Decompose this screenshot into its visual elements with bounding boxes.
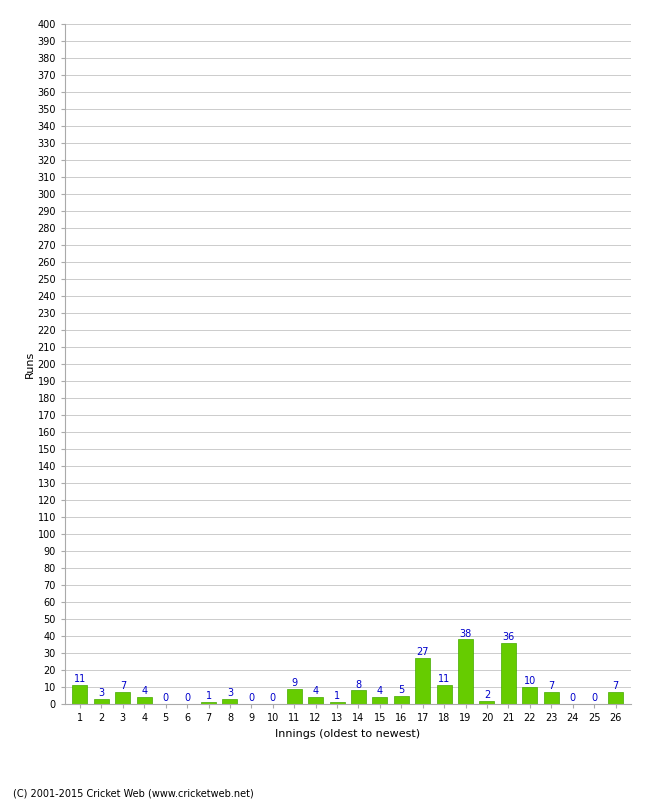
Text: 1: 1 (334, 691, 340, 702)
Bar (437, 686, 452, 704)
Bar (415, 658, 430, 704)
Bar (501, 643, 516, 704)
Text: 7: 7 (120, 682, 126, 691)
Text: (C) 2001-2015 Cricket Web (www.cricketweb.net): (C) 2001-2015 Cricket Web (www.cricketwe… (13, 788, 254, 798)
Text: 10: 10 (524, 676, 536, 686)
Text: 36: 36 (502, 632, 515, 642)
Text: 4: 4 (313, 686, 318, 696)
Text: 0: 0 (248, 693, 254, 703)
Text: 0: 0 (270, 693, 276, 703)
Text: 38: 38 (460, 629, 472, 638)
Bar (201, 702, 216, 704)
Bar (394, 695, 409, 704)
Bar (136, 697, 151, 704)
Text: 0: 0 (591, 693, 597, 703)
Text: 7: 7 (548, 682, 554, 691)
Text: 4: 4 (377, 686, 383, 696)
Text: 3: 3 (227, 688, 233, 698)
Text: 11: 11 (74, 674, 86, 685)
Bar (115, 692, 131, 704)
Text: 9: 9 (291, 678, 297, 688)
Text: 8: 8 (356, 679, 361, 690)
X-axis label: Innings (oldest to newest): Innings (oldest to newest) (275, 729, 421, 738)
Bar (287, 689, 302, 704)
Text: 11: 11 (438, 674, 450, 685)
Text: 1: 1 (205, 691, 212, 702)
Bar (94, 699, 109, 704)
Bar (330, 702, 344, 704)
Bar (308, 697, 323, 704)
Bar (608, 692, 623, 704)
Text: 7: 7 (612, 682, 619, 691)
Bar (544, 692, 559, 704)
Text: 4: 4 (141, 686, 148, 696)
Text: 0: 0 (162, 693, 169, 703)
Text: 0: 0 (184, 693, 190, 703)
Bar (372, 697, 387, 704)
Bar (523, 687, 538, 704)
Text: 5: 5 (398, 685, 404, 694)
Y-axis label: Runs: Runs (25, 350, 34, 378)
Text: 0: 0 (569, 693, 576, 703)
Bar (458, 639, 473, 704)
Bar (73, 686, 88, 704)
Bar (222, 699, 237, 704)
Bar (351, 690, 366, 704)
Text: 27: 27 (417, 647, 429, 658)
Text: 3: 3 (98, 688, 105, 698)
Bar (480, 701, 495, 704)
Text: 2: 2 (484, 690, 490, 700)
